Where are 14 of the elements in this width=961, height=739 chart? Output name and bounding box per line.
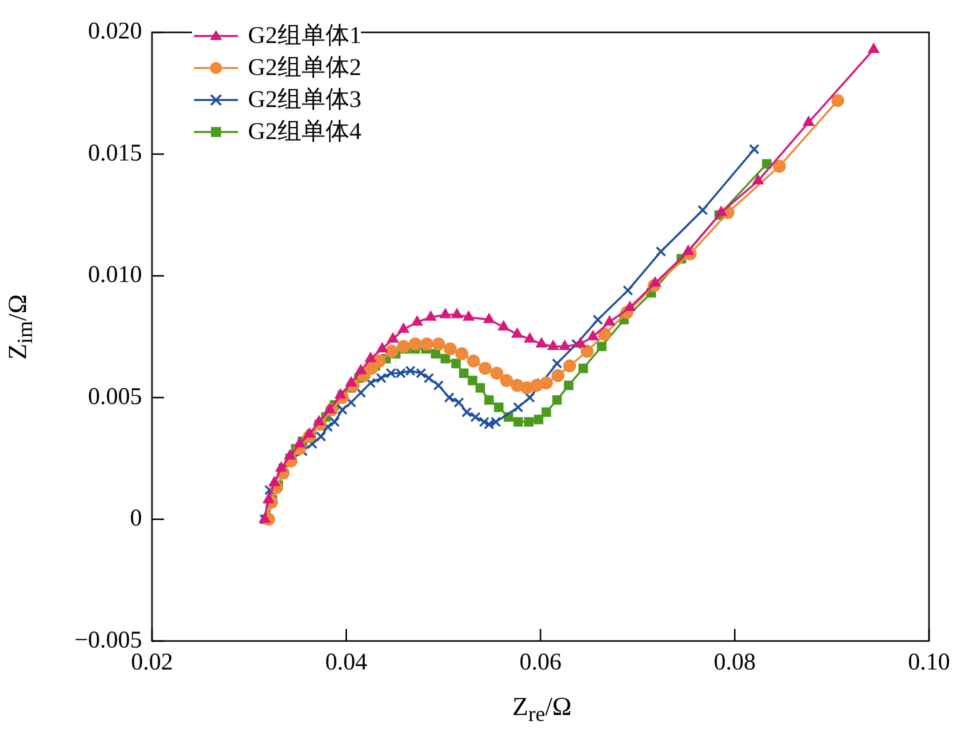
legend-label: G2组单体1: [248, 22, 362, 51]
y-tick-label: 0.010: [88, 262, 142, 288]
y-tick-label: 0.005: [88, 384, 142, 410]
legend-label: G2组单体3: [248, 86, 362, 115]
y-tick-label: 0.020: [88, 18, 142, 45]
x-tick-label: 0.10: [908, 650, 950, 676]
legend-label: G2组单体2: [248, 54, 362, 83]
legend-label: G2组单体4: [248, 118, 362, 147]
x-tick-label: 0.04: [325, 650, 368, 676]
y-tick-label: 0.015: [88, 140, 142, 166]
x-tick-label: 0.06: [520, 650, 562, 676]
x-tick-label: 0.08: [714, 650, 756, 676]
x-axis-title: Z$_{re}$/Ω: [511, 692, 573, 728]
y-tick-label: 0: [130, 506, 142, 532]
